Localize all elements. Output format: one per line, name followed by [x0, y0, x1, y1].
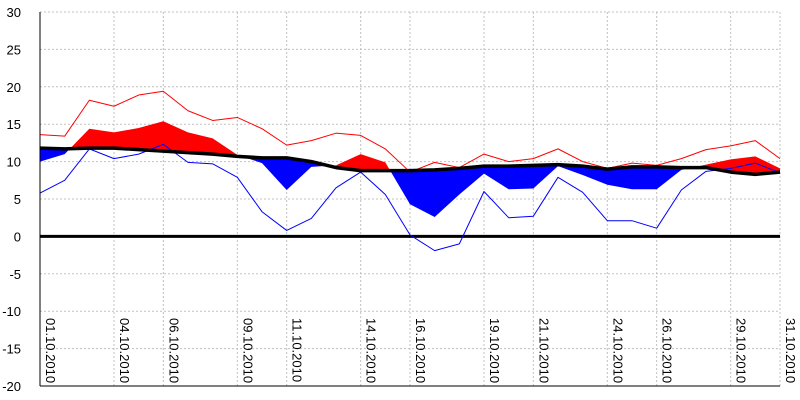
above-normal-area — [328, 154, 391, 171]
y-tick-label: -15 — [2, 342, 21, 357]
axes: 30 25 20 15 10 5 0 -5 -10 -15 -20 01.10.2010 04.10.2… — [2, 5, 798, 394]
x-tick-label: 26.10.2010 — [660, 318, 675, 383]
y-tick-label: 15 — [7, 117, 21, 132]
y-tick-label: 25 — [7, 42, 21, 57]
y-tick-label: 20 — [7, 80, 21, 95]
y-tick-label: 5 — [14, 192, 21, 207]
below-normal-area — [40, 148, 70, 162]
x-tick-label: 04.10.2010 — [117, 318, 132, 383]
y-tick-label: -20 — [2, 379, 21, 394]
x-tick-label: 19.10.2010 — [487, 318, 502, 383]
below-normal-area — [242, 156, 329, 191]
above-normal-area — [691, 156, 780, 175]
series-lines — [39, 90, 781, 252]
x-tick-label: 09.10.2010 — [240, 318, 255, 383]
min-temperature-line — [39, 143, 781, 252]
y-tick-label: -10 — [2, 304, 21, 319]
x-tick-label: 21.10.2010 — [536, 318, 551, 383]
y-tick-label: -5 — [9, 267, 21, 282]
x-tick-label: 31.10.2010 — [783, 318, 798, 383]
y-tick-label: 10 — [7, 155, 21, 170]
x-tick-label: 16.10.2010 — [413, 318, 428, 383]
x-tick-label: 01.10.2010 — [43, 318, 58, 383]
y-tick-label: 30 — [7, 5, 21, 20]
x-tick-label: 11.10.2010 — [290, 318, 305, 382]
x-tick-label: 14.10.2010 — [364, 318, 379, 383]
x-tick-label: 29.10.2010 — [734, 318, 749, 383]
x-tick-label: 06.10.2010 — [166, 318, 181, 383]
long-term-mean-line — [39, 146, 781, 177]
x-tick-label: 24.10.2010 — [610, 318, 625, 383]
y-tick-label: 0 — [14, 229, 21, 244]
below-normal-area — [390, 164, 692, 217]
